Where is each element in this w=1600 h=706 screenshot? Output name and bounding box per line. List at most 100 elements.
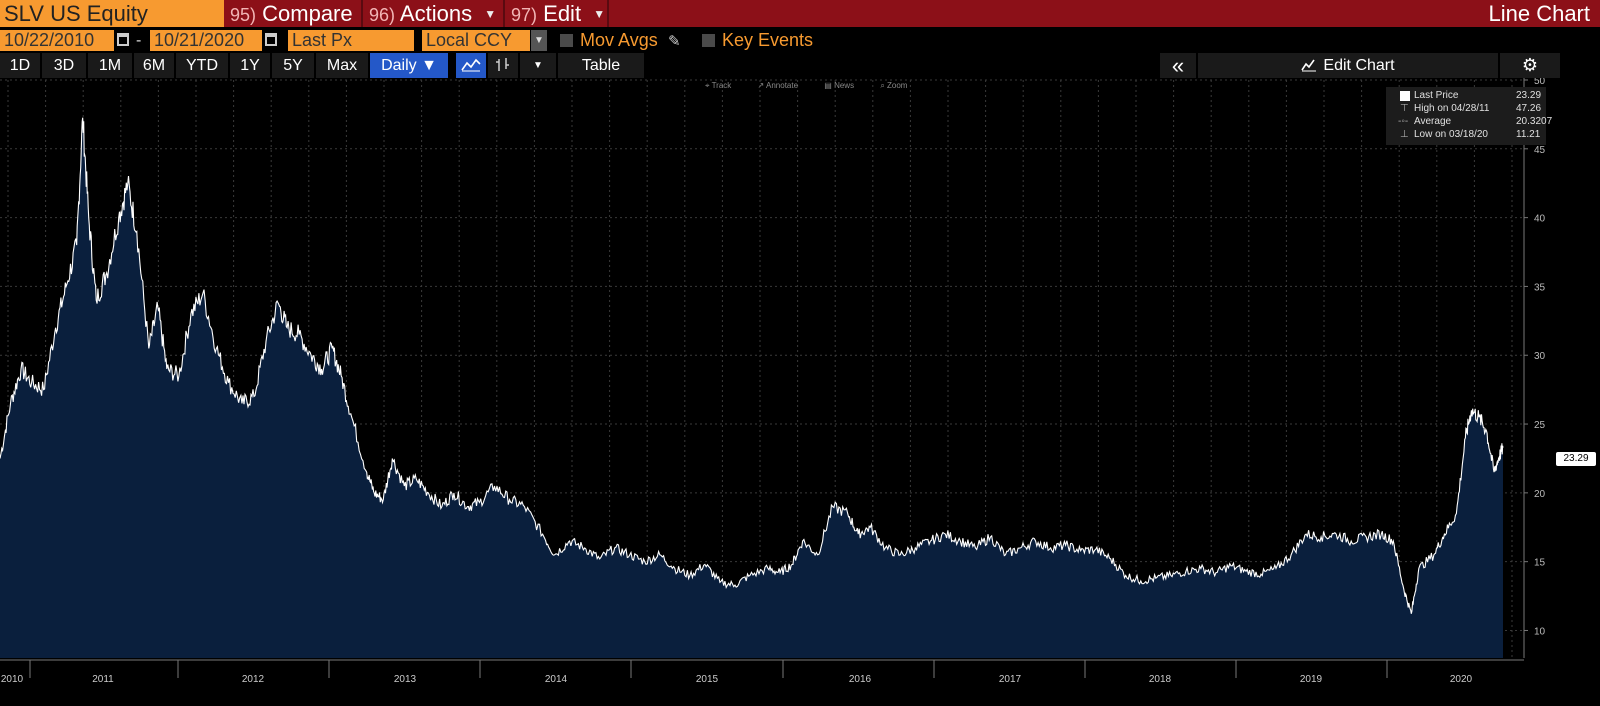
zoom-tool-label: Zoom — [887, 81, 908, 90]
period-select[interactable]: Daily ▼ — [370, 53, 448, 78]
actions-label: Actions — [399, 1, 473, 26]
chevron-down-icon: ▼ — [593, 7, 606, 21]
x-tick-label: 2019 — [1300, 674, 1323, 685]
gear-icon[interactable]: ⚙ — [1500, 53, 1560, 78]
page-title: Line Chart — [1488, 1, 1590, 26]
edit-number: 97) — [511, 5, 538, 25]
x-tick-label: 2010 — [1, 674, 24, 685]
actions-number: 96) — [369, 5, 396, 25]
legend-avg-value: 20.3207 — [1516, 116, 1553, 127]
x-tick-label: 2016 — [849, 674, 872, 685]
range-ytd[interactable]: YTD — [176, 53, 228, 78]
line-chart-type-button[interactable] — [456, 53, 486, 78]
range-6m[interactable]: 6M — [134, 53, 174, 78]
end-date-field[interactable]: 10/21/2020 — [150, 30, 262, 51]
pencil-icon[interactable]: ✎ — [668, 33, 681, 50]
edit-chart-label: Edit Chart — [1323, 57, 1395, 74]
compare-number: 95) — [230, 5, 257, 25]
edit-chart-button[interactable]: Edit Chart — [1198, 53, 1498, 78]
start-date-field[interactable]: 10/22/2010 — [0, 30, 114, 51]
y-tick-label: 15 — [1534, 558, 1546, 569]
x-axis: 2010 2011 2012 2013 2014 2015 2016 2017 2018 2019… — [0, 659, 1524, 685]
bar-chart-type-button[interactable] — [488, 53, 518, 78]
price-field-select[interactable]: Last Px — [288, 30, 414, 51]
date-controls-row: 10/22/2010 - 10/21/2020 Last Px Local CC… — [0, 28, 1600, 53]
legend-low-label: Low on 03/18/20 — [1414, 129, 1488, 140]
x-tick-label: 2015 — [696, 674, 719, 685]
legend-last-label: Last Price — [1414, 90, 1459, 101]
zoom-tool[interactable]: ⌕ Zoom — [880, 81, 908, 90]
y-tick-label: 25 — [1534, 420, 1546, 431]
key-events-checkbox[interactable] — [702, 34, 715, 47]
collapse-icon[interactable]: « — [1160, 53, 1196, 78]
mov-avgs-label: Mov Avgs — [580, 30, 658, 50]
key-events-label: Key Events — [722, 30, 814, 50]
price-series-line — [0, 117, 1504, 614]
menu-divider — [361, 0, 363, 27]
chart-type-dropdown-icon[interactable]: ▼ — [520, 53, 556, 78]
range-5y[interactable]: 5Y — [272, 53, 314, 78]
top-bar: SLV US Equity 95) Compare 96) Actions ▼ … — [0, 0, 1600, 27]
legend-low-value: 11.21 — [1516, 129, 1541, 140]
legend-last-value: 23.29 — [1516, 90, 1542, 101]
average-marker-icon: -◦- — [1398, 116, 1409, 127]
ticker-field[interactable]: SLV US Equity — [0, 0, 224, 27]
range-1y[interactable]: 1Y — [230, 53, 270, 78]
compare-button[interactable]: 95) Compare — [230, 0, 353, 27]
x-tick-label: 2012 — [242, 674, 265, 685]
last-price-tag: 23.29 — [1556, 452, 1596, 466]
y-tick-label: 10 — [1534, 626, 1546, 637]
track-tool-label: Track — [711, 81, 732, 90]
line-chart-icon — [461, 58, 481, 72]
actions-button[interactable]: 96) Actions ▼ — [369, 0, 496, 27]
y-tick-label: 20 — [1534, 489, 1546, 500]
y-tick-label: 35 — [1534, 282, 1546, 293]
x-tick-label: 2011 — [92, 674, 114, 685]
menu-divider — [503, 0, 505, 27]
x-tick-label: 2014 — [545, 674, 568, 685]
legend-high-label: High on 04/28/11 — [1414, 103, 1490, 114]
range-1m[interactable]: 1M — [88, 53, 132, 78]
track-tool[interactable]: ⌖ Track — [705, 81, 732, 90]
currency-select[interactable]: Local CCY — [422, 30, 530, 51]
range-max[interactable]: Max — [316, 53, 368, 78]
y-tick-label: 50 — [1534, 78, 1546, 87]
chevron-down-icon: ▼ — [484, 7, 497, 21]
chart-area[interactable]: 10 15 20 25 30 35 40 45 50 2010 2011 2012 2013 2014 2… — [0, 78, 1600, 706]
edit-button[interactable]: 97) Edit ▼ — [511, 0, 605, 27]
x-tick-label: 2013 — [394, 674, 417, 685]
period-label: Daily — [381, 57, 417, 74]
menu-divider — [607, 0, 609, 27]
annotate-tool-label: Annotate — [766, 81, 799, 90]
calendar-icon[interactable] — [265, 33, 277, 46]
news-tool[interactable]: ▤ News — [824, 81, 855, 90]
ohlc-bars-icon — [496, 58, 509, 71]
range-3d[interactable]: 3D — [42, 53, 86, 78]
mov-avgs-checkbox[interactable] — [560, 34, 573, 47]
edit-label: Edit — [543, 1, 582, 26]
last-price-swatch — [1400, 91, 1410, 101]
high-marker-icon: ⊤ — [1400, 103, 1409, 114]
calendar-icon[interactable] — [117, 33, 129, 46]
legend-avg-label: Average — [1414, 116, 1452, 127]
edit-chart-icon — [1301, 59, 1317, 72]
table-button[interactable]: Table — [558, 53, 644, 78]
range-toolbar: 1D 3D 1M 6M YTD 1Y 5Y Max Daily ▼ ▼ Tabl… — [0, 53, 1600, 78]
range-1d[interactable]: 1D — [0, 53, 40, 78]
legend-high-value: 47.26 — [1516, 103, 1542, 114]
price-area-fill — [0, 117, 1503, 658]
x-tick-label: 2017 — [999, 674, 1022, 685]
y-axis: 10 15 20 25 30 35 40 45 50 — [1523, 78, 1546, 658]
chart-legend: Last Price 23.29 High on 04/28/11 47.26 … — [1386, 87, 1552, 145]
compare-label: Compare — [262, 1, 353, 26]
y-tick-label: 40 — [1534, 214, 1546, 225]
chevron-down-icon[interactable]: ▼ — [531, 30, 547, 51]
x-tick-label: 2018 — [1149, 674, 1172, 685]
low-marker-icon: ⊥ — [1400, 129, 1409, 140]
x-tick-label: 2020 — [1450, 674, 1473, 685]
chart-mini-tools: ⌖ Track ↗ Annotate ▤ News ⌕ Zoom — [705, 81, 931, 91]
annotate-tool[interactable]: ↗ Annotate — [757, 81, 799, 90]
date-separator: - — [136, 32, 142, 49]
y-tick-label: 30 — [1534, 351, 1546, 362]
